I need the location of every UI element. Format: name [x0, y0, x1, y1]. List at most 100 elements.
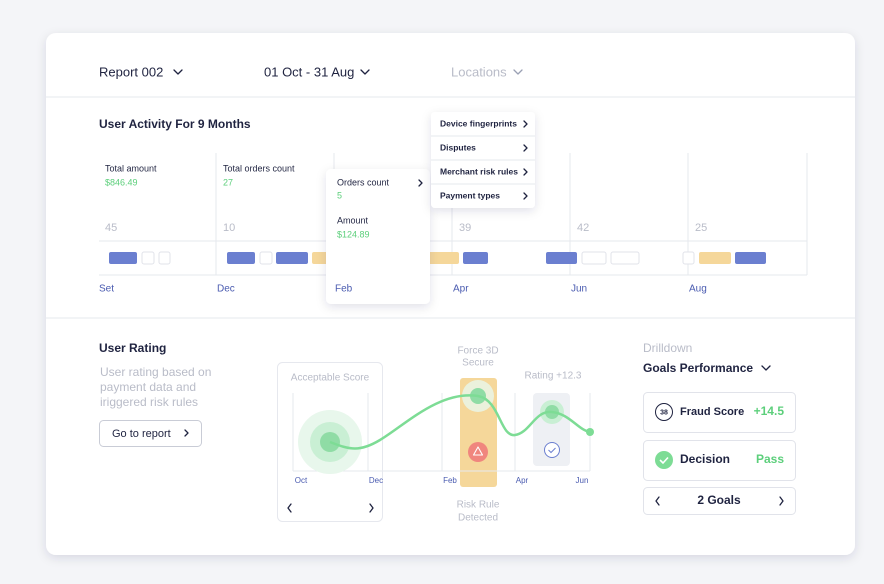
chevron — [761, 365, 771, 371]
tooltip-value: $124.89 — [337, 229, 370, 239]
rect-shape — [141, 251, 155, 265]
curve-end — [586, 428, 594, 436]
pager-prev[interactable] — [655, 496, 660, 506]
chevron — [513, 69, 523, 75]
rect-shape — [463, 252, 488, 264]
count: 45 — [105, 222, 117, 234]
badge — [655, 403, 673, 421]
rect-shape — [227, 252, 255, 264]
chevron — [184, 429, 189, 437]
month-label: Apr — [453, 284, 469, 295]
menu-item[interactable]: Merchant risk rules — [440, 166, 518, 176]
x-label: Dec — [369, 476, 383, 485]
metric-label: Total amount — [105, 163, 157, 173]
decision-label: Decision — [680, 452, 730, 466]
menu-item[interactable]: Device fingerprints — [440, 118, 517, 128]
tooltip-value: 5 — [337, 190, 342, 200]
warning-icon — [468, 442, 488, 462]
path-shape — [523, 168, 528, 176]
check-glyph — [548, 447, 556, 454]
fraud-delta: +14.5 — [754, 404, 785, 418]
button-label[interactable]: Go to report — [112, 428, 171, 440]
locations-select[interactable]: Locations — [451, 64, 507, 79]
activity-blocks — [109, 251, 766, 265]
description: User rating based on — [100, 365, 211, 379]
metric-label: Total orders count — [223, 163, 295, 173]
date-select[interactable]: 01 Oct - 31 Aug — [264, 64, 354, 79]
count: 25 — [695, 222, 707, 234]
rect-shape — [109, 252, 137, 264]
x-label: Jun — [576, 476, 589, 485]
chevron — [360, 69, 370, 75]
description: iriggered risk rules — [100, 395, 198, 409]
tooltip-label: Amount — [337, 215, 369, 225]
rect-shape — [158, 251, 171, 265]
chevron — [418, 179, 423, 187]
risk-label: Detected — [458, 513, 498, 524]
tooltip-label: Orders count — [337, 177, 390, 187]
fraud-card — [643, 392, 796, 433]
metric-value: $846.49 — [105, 177, 138, 187]
force-label: Force 3D — [457, 346, 498, 357]
decision-glyph — [659, 456, 669, 465]
month-label: Dec — [217, 284, 235, 295]
rect-shape — [581, 251, 607, 265]
goals-pager — [643, 487, 796, 515]
menu-item[interactable]: Disputes — [440, 142, 476, 152]
decision-icon — [655, 451, 673, 469]
count: 42 — [577, 222, 589, 234]
description: payment data and — [100, 380, 196, 394]
check-icon — [544, 442, 560, 458]
rating-label: Rating +12.3 — [525, 371, 582, 382]
month-label: Aug — [689, 284, 707, 295]
section-title: User Rating — [99, 341, 166, 355]
rect-shape — [682, 251, 695, 265]
report-button[interactable] — [99, 420, 202, 447]
rect-shape — [276, 252, 308, 264]
count: 10 — [223, 222, 235, 234]
force-label: Secure — [462, 358, 494, 369]
badge-value: 38 — [660, 409, 668, 416]
decision-status: Pass — [756, 452, 784, 466]
report-select[interactable]: Report 002 — [99, 64, 163, 79]
rect-shape — [546, 252, 577, 264]
pager-next[interactable] — [779, 496, 784, 506]
activity-grid — [99, 153, 808, 276]
month-label: Set — [99, 284, 114, 295]
decision-card — [643, 440, 796, 481]
path-shape — [523, 192, 528, 200]
path-shape — [523, 144, 528, 152]
carousel-next[interactable] — [369, 503, 374, 513]
drilldown-label: Drilldown — [643, 341, 692, 355]
goals-label: 2 Goals — [697, 493, 741, 507]
x-label: Apr — [516, 476, 529, 485]
path-shape — [523, 120, 528, 128]
x-label: Feb — [443, 476, 457, 485]
carousel-prev[interactable] — [287, 503, 292, 513]
rect-shape — [259, 251, 273, 265]
month-label: Feb — [335, 284, 353, 295]
count: 39 — [459, 222, 471, 234]
metric-value: 27 — [223, 177, 233, 187]
menu-chevrons — [523, 120, 528, 200]
tooltip-card — [326, 169, 430, 304]
menu-dividers — [431, 135, 535, 185]
fraud-label: Fraud Score — [680, 406, 744, 418]
section-title: User Activity For 9 Months — [99, 117, 251, 131]
rect-shape — [699, 252, 731, 264]
rating-curve — [329, 394, 591, 450]
chevron — [173, 69, 183, 75]
menu-item[interactable]: Payment types — [440, 190, 500, 200]
x-label: Oct — [295, 476, 308, 485]
rect-shape — [735, 252, 766, 264]
risk-label: Risk Rule — [457, 500, 500, 511]
month-label: Jun — [571, 284, 587, 295]
drilldown-select[interactable]: Goals Performance — [643, 361, 753, 375]
warning-glyph — [472, 446, 484, 456]
card-label: Acceptable Score — [291, 373, 370, 384]
rect-shape — [610, 251, 640, 265]
rect-shape — [428, 252, 459, 264]
